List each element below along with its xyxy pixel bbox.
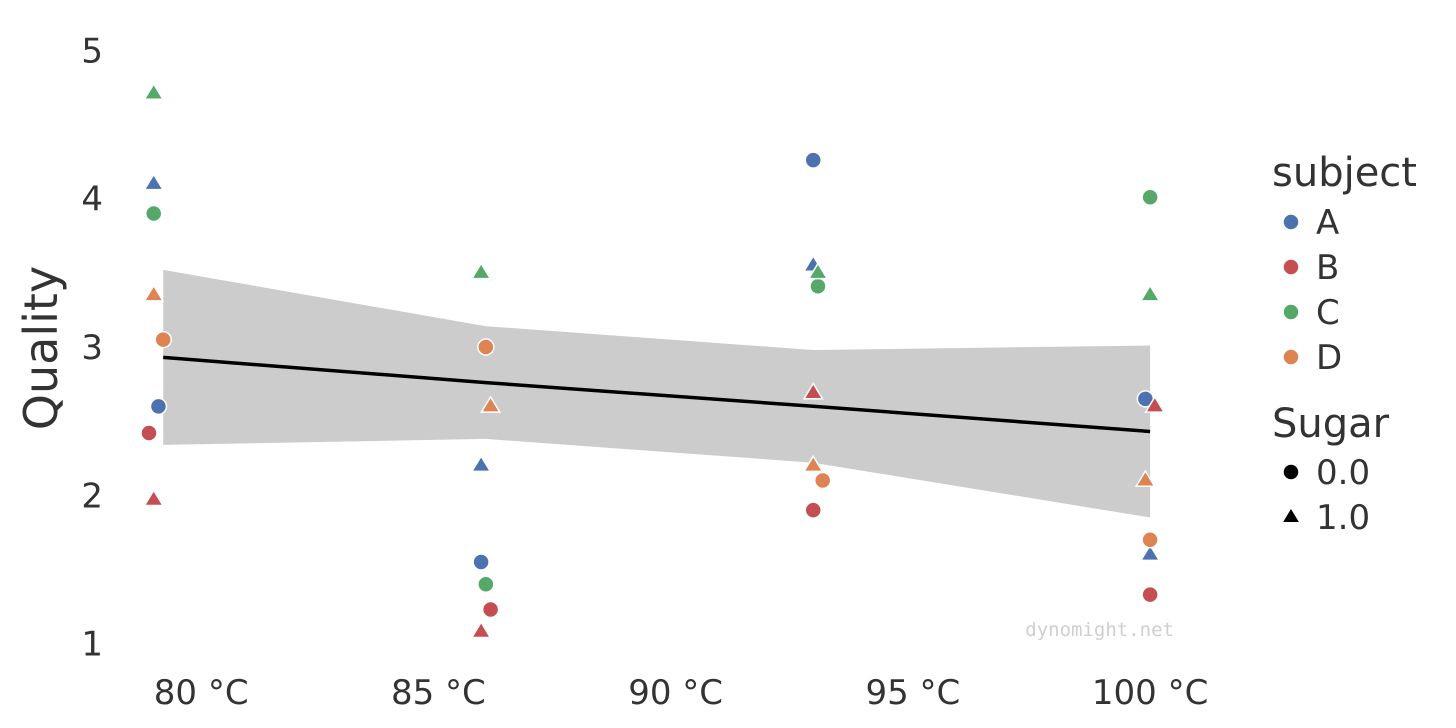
legend-label-b: B (1316, 248, 1339, 288)
x-tick-label: 100 °C (1092, 673, 1208, 713)
data-point-c-triangle (807, 261, 829, 280)
data-point-a-circle (804, 151, 822, 169)
data-point-a-circle (149, 397, 168, 416)
y-tick-label: 4 (81, 180, 103, 220)
y-tick-label: 5 (81, 31, 103, 71)
legend-marker-c (1282, 303, 1300, 321)
legend-subject-title: subject (1272, 150, 1417, 196)
data-points-layer (140, 82, 1166, 639)
data-point-d-circle (813, 471, 832, 490)
data-point-d-triangle (143, 284, 165, 302)
x-tick-label: 85 °C (391, 673, 486, 713)
x-tick-label: 80 °C (154, 673, 249, 713)
data-point-d-triangle (480, 395, 502, 413)
legend-label-sugar: 1.0 (1316, 498, 1370, 538)
data-point-b-circle (481, 600, 500, 619)
data-point-c-circle (477, 575, 495, 594)
data-point-b-triangle (802, 382, 824, 400)
data-point-c-circle (144, 204, 163, 223)
regression-line (163, 355, 1151, 434)
data-point-d-triangle (1134, 469, 1156, 487)
data-point-c-triangle (1139, 284, 1161, 302)
watermark: dynomight.net (1025, 619, 1174, 641)
data-point-a-circle (472, 553, 490, 571)
regression-line-layer (163, 355, 1151, 434)
y-tick-label: 3 (81, 328, 103, 368)
data-point-c-triangle (143, 82, 165, 100)
legend-label-d: D (1316, 338, 1342, 378)
x-axis-ticks: 80 °C 85 °C 90 °C 95 °C 100 °C (154, 673, 1209, 713)
data-point-a-triangle (143, 173, 165, 191)
data-point-d-circle (1141, 531, 1159, 549)
data-point-a-triangle (470, 454, 492, 473)
data-point-b-triangle (1144, 395, 1166, 413)
legend-label-sugar: 0.0 (1316, 453, 1370, 493)
legend-marker-d (1282, 348, 1300, 366)
legend-marker-b (1282, 258, 1300, 276)
data-point-b-circle (140, 424, 158, 442)
data-point-b-circle (1141, 585, 1159, 604)
x-tick-label: 90 °C (628, 673, 723, 713)
data-point-a-triangle (1139, 543, 1161, 562)
legend-label-a: A (1316, 203, 1339, 243)
data-point-c-circle (1141, 188, 1159, 206)
y-axis-ticks: 1 2 3 4 5 (81, 31, 103, 664)
y-axis-title: Quality (14, 266, 68, 430)
data-point-c-circle (809, 277, 827, 295)
data-point-c-triangle (470, 261, 492, 280)
y-tick-label: 2 (81, 476, 103, 516)
legend-sugar-entries: 0.01.0 (1280, 453, 1370, 538)
legend-marker-triangle (1280, 506, 1302, 524)
legend-label-c: C (1316, 293, 1340, 333)
data-point-d-circle (154, 330, 172, 349)
data-point-b-circle (804, 501, 822, 519)
data-point-b-triangle (143, 488, 165, 507)
y-tick-label: 1 (81, 625, 103, 665)
legend-sugar-title: Sugar (1272, 401, 1390, 447)
data-point-d-circle (477, 338, 495, 356)
data-point-b-triangle (470, 620, 492, 639)
x-tick-label: 95 °C (865, 673, 960, 713)
legend-marker-a (1282, 213, 1300, 231)
data-point-d-triangle (802, 454, 824, 473)
legend-marker-circle (1282, 463, 1300, 481)
